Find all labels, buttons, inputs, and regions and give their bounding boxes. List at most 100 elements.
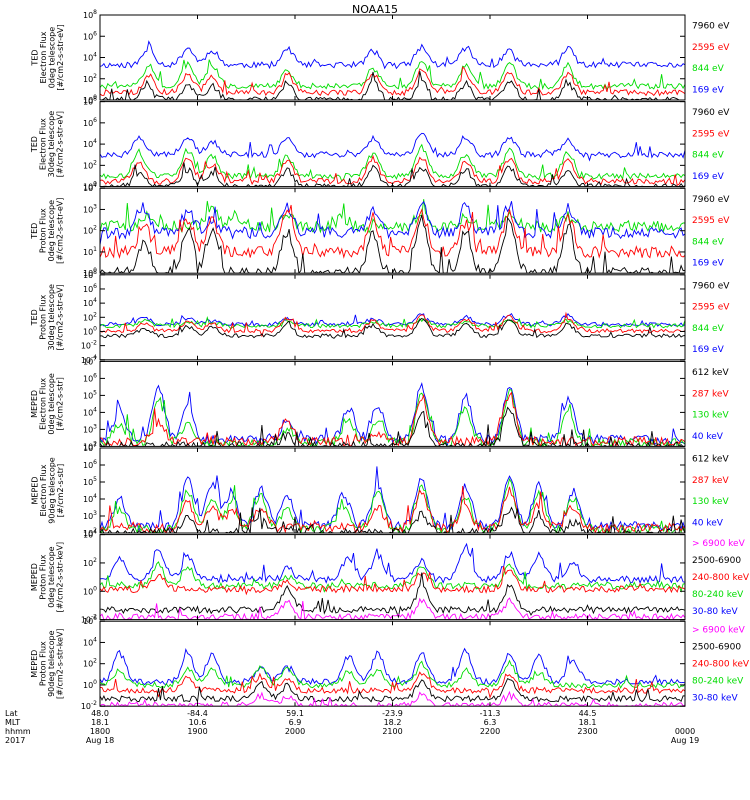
y-tick-label: 104: [83, 636, 97, 647]
legend-entry: 40 keV: [692, 518, 724, 528]
legend-entry: 240-800 keV: [692, 660, 750, 670]
series-line-169-ev: [100, 312, 685, 327]
y-axis-label: MEPEDElectron Flux0deg telescope[#/cm2-s…: [30, 373, 65, 434]
legend-entry: 30-80 keV: [692, 607, 738, 617]
legend-entry: 612 keV: [692, 455, 729, 465]
x-tick-label-hhmm: 1800: [90, 727, 110, 736]
x-tick-label-lat: 44.5: [579, 709, 597, 718]
legend-entry: 7960 eV: [692, 281, 730, 291]
legend-entry: 169 eV: [692, 345, 725, 355]
panel-2: 108 106 104 102 100 TEDElectron Flux30deg tel…: [30, 96, 730, 192]
series-line-169-ev: [100, 200, 685, 246]
x-tick-label-lat: -11.3: [480, 709, 501, 718]
legend-entry: 287 keV: [692, 389, 729, 399]
x-tick-label-hhmm: 2000: [285, 727, 305, 736]
panel-8-series-group: [100, 647, 685, 707]
series-line-40-kev: [100, 466, 685, 533]
y-tick-label: 102: [83, 527, 97, 538]
series-line-30-80-kev: [100, 542, 685, 585]
x-row-label: Lat: [5, 709, 18, 718]
panel-frame: [99, 447, 686, 534]
x-tick-label-mlt: 18.1: [91, 718, 109, 727]
y-tick-label: 106: [83, 615, 97, 626]
panel-4: 108 106 104 102 100 10-2 10-4 TEDProton Flux30d…: [30, 269, 730, 365]
legend-entry: 240-800 keV: [692, 573, 750, 583]
y-tick-label: 104: [83, 493, 97, 504]
legend-entry: 844 eV: [692, 64, 725, 74]
y-tick-label: 102: [83, 73, 97, 84]
series-line-844-ev: [100, 143, 685, 182]
y-tick-label: 106: [83, 372, 97, 383]
panels-group: 108 106 104 102 100 TEDElectron Flux0deg tele…: [30, 9, 750, 711]
legend-entry: 2595 eV: [692, 216, 730, 226]
series-line-2500-6900: [100, 677, 685, 704]
panel-frame: [99, 14, 686, 101]
y-axis-label: TEDElectron Flux0deg telescope[#/cm2-s-s…: [30, 24, 65, 90]
y-tick-label: 102: [83, 311, 97, 322]
legend-entry: 169 eV: [692, 85, 725, 95]
x-row-label: MLT: [5, 718, 20, 727]
series-line-240-800-kev: [100, 671, 685, 699]
legend-entry: 844 eV: [692, 151, 725, 161]
x-tick-label-hhmm: 2200: [480, 727, 500, 736]
legend-entry: 287 keV: [692, 476, 729, 486]
panel-2-series-group: [100, 132, 685, 187]
series-line-2595-ev: [100, 311, 685, 338]
series-line-80-240-kev: [100, 561, 685, 593]
legend-entry: > 6900 keV: [692, 626, 746, 636]
panel-6-series-group: [100, 466, 685, 533]
panel-frame: [99, 101, 686, 188]
legend-entry: 40 keV: [692, 432, 724, 442]
series-line-2500-6900: [100, 572, 685, 619]
panel-1-series-group: [100, 40, 685, 100]
chart-title: NOAA15: [352, 3, 398, 16]
series-line-2595-ev: [100, 204, 685, 259]
legend-entry: 2595 eV: [692, 43, 730, 53]
y-axis-label: TEDProton Flux30deg telescope[#/cm2-s-st…: [30, 284, 65, 351]
panel-frame: [99, 620, 686, 707]
x-tick-label-mlt: 18.2: [384, 718, 402, 727]
y-tick-label: 106: [83, 459, 97, 470]
x-tick-label-mlt: 6.3: [484, 718, 497, 727]
panel-6: 107 106 105 104 103 102 MEPEDElectron Flux90de…: [30, 442, 729, 538]
legend-entry: 2500-6900: [692, 556, 741, 566]
y-tick-label: 108: [83, 96, 97, 107]
y-axis-label: TEDElectron Flux30deg telescope[#/cm2-s-…: [30, 111, 65, 178]
legend-entry: 2595 eV: [692, 303, 730, 313]
series-line-40-kev: [100, 382, 685, 447]
legend-entry: 2595 eV: [692, 129, 730, 139]
x-tick-label-lat: 48.0: [91, 709, 109, 718]
y-tick-label: 103: [83, 510, 97, 521]
series-line-844-ev: [100, 199, 685, 234]
x-tick-label-mlt: 6.9: [289, 718, 302, 727]
y-tick-label: 105: [83, 476, 97, 487]
y-tick-label: 100: [83, 94, 97, 105]
panel-7-series-group: [100, 542, 685, 620]
y-tick-label: 100: [83, 679, 97, 690]
y-axis-label: MEPEDProton Flux0deg telescope[#/cm2-s-s…: [30, 542, 65, 613]
legend-entry: 30-80 keV: [692, 694, 738, 704]
y-tick-label: 108: [83, 269, 97, 280]
y-tick-label: 102: [83, 225, 97, 236]
y-tick-label: 106: [83, 117, 97, 128]
y-tick-label: 104: [83, 52, 97, 63]
legend-entry: 169 eV: [692, 259, 725, 269]
x-tick-label-lat: -84.4: [187, 709, 208, 718]
x-tick-label-date: Aug 19: [671, 736, 699, 745]
y-tick-label: 102: [83, 159, 97, 170]
y-tick-label: 106: [83, 30, 97, 41]
y-tick-label: 104: [83, 138, 97, 149]
legend-entry: > 6900 keV: [692, 539, 746, 549]
series-line-2595-ev: [100, 154, 685, 187]
series-line-844-ev: [100, 315, 685, 330]
legend-entry: 7960 eV: [692, 195, 730, 205]
x-tick-label-mlt: 18.1: [579, 718, 597, 727]
legend-entry: 2500-6900: [692, 643, 741, 653]
series-line-169-ev: [100, 132, 685, 162]
series-line-130-kev: [100, 477, 685, 533]
legend-entry: 169 eV: [692, 172, 725, 182]
y-tick-label: 100: [83, 325, 97, 336]
x-tick-label-hhmm: 0000: [675, 727, 695, 736]
